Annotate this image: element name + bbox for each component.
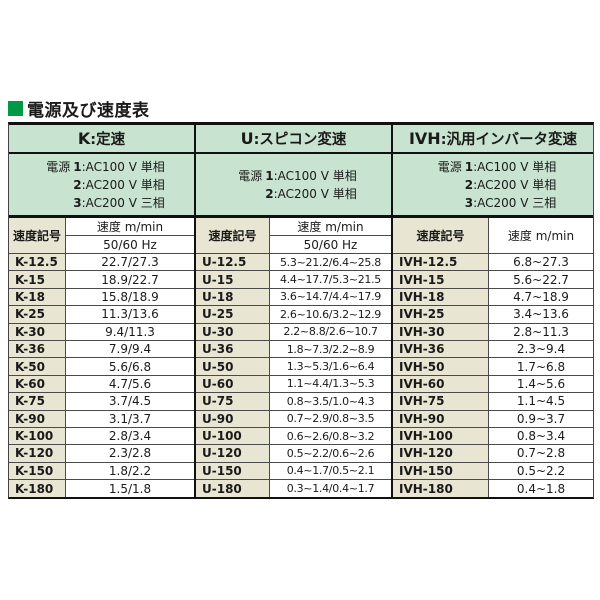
table-k-header: K:定速	[9, 125, 194, 154]
table-u: U:スピコン変速 電源 1:AC100 V 単相 2:AC200 V 単相 速度記…	[194, 125, 391, 498]
table-row: U-60 1.1~4.4/1.3~5.3	[196, 375, 391, 394]
table-ivh-code-letter: IVH	[408, 129, 441, 148]
section-title: 電源及び速度表	[8, 96, 150, 121]
table-row: IVH-36 2.3~9.4	[393, 340, 593, 359]
table-k-column-headers: 速度記号 速度 m/min 50/60 Hz	[9, 218, 194, 254]
table-u-type-label: :スピコン変速	[253, 132, 347, 148]
table-row: IVH-18 4.7~18.9	[393, 288, 593, 307]
table-k: K:定速 電源 1:AC100 V 単相 2:AC200 V 単相 3:AC200…	[9, 125, 194, 498]
table-ivh-power-info: 電源 1:AC100 V 単相 2:AC200 V 単相 3:AC200 V 三相	[393, 154, 593, 218]
table-row: K-100 2.8/3.4	[9, 427, 194, 446]
table-row: U-120 0.5~2.2/0.6~2.6	[196, 445, 391, 463]
table-ivh: IVH:汎用インバータ変速 電源 1:AC100 V 単相 2:AC200 V 単…	[391, 125, 593, 498]
table-row: IVH-25 3.4~13.6	[393, 306, 593, 324]
table-ivh-header: IVH:汎用インバータ変速	[393, 125, 593, 154]
power-line: 電源 1:AC100 V 単相	[437, 159, 557, 174]
section-title-text: 電源及び速度表	[27, 101, 150, 121]
table-row: U-12.5 5.3~21.2/6.4~25.8	[196, 254, 391, 272]
table-row: U-25 2.6~10.6/3.2~12.9	[196, 306, 391, 324]
col-header-speed-code: 速度記号	[393, 218, 489, 253]
table-row: IVH-50 1.7~6.8	[393, 358, 593, 376]
power-line: 2:AC200 V 単相	[464, 177, 557, 192]
table-row: U-15 4.4~17.7/5.3~21.5	[196, 271, 391, 289]
col-header-hz: 50/60 Hz	[103, 237, 157, 252]
table-row: IVH-60 1.4~5.6	[393, 375, 593, 394]
table-row: IVH-100 0.8~3.4	[393, 427, 593, 446]
table-k-power-info: 電源 1:AC100 V 単相 2:AC200 V 単相 3:AC200 V 三相	[9, 154, 194, 218]
table-row: U-90 0.7~2.9/0.8~3.5	[196, 410, 391, 428]
power-line: 電源 1:AC100 V 単相	[238, 168, 357, 183]
table-row: K-60 4.7/5.6	[9, 375, 194, 394]
table-row: K-36 7.9/9.4	[9, 340, 194, 359]
table-row: IVH-12.5 6.8~27.3	[393, 254, 593, 272]
power-speed-table: K:定速 電源 1:AC100 V 単相 2:AC200 V 単相 3:AC200…	[8, 122, 594, 500]
table-row: IVH-75 1.1~4.5	[393, 393, 593, 411]
table-row: U-75 0.8~3.5/1.0~4.3	[196, 393, 391, 411]
table-row: U-36 1.8~7.3/2.2~8.9	[196, 340, 391, 359]
table-k-code-letter: K	[77, 129, 91, 148]
table-u-header: U:スピコン変速	[196, 125, 391, 154]
table-row: U-18 3.6~14.7/4.4~17.9	[196, 288, 391, 307]
table-row: K-90 3.1/3.7	[9, 410, 194, 428]
table-row: IVH-120 0.7~2.8	[393, 445, 593, 463]
power-line: 2:AC200 V 単相	[73, 177, 165, 192]
table-u-column-headers: 速度記号 速度 m/min 50/60 Hz	[196, 218, 391, 254]
col-header-hz: 50/60 Hz	[303, 237, 358, 252]
table-row: K-15 18.9/22.7	[9, 271, 194, 289]
table-row: K-75 3.7/4.5	[9, 393, 194, 411]
table-row: U-30 2.2~8.8/2.6~10.7	[196, 323, 391, 341]
table-row: K-120 2.3/2.8	[9, 445, 194, 463]
power-line: 電源 1:AC100 V 単相	[46, 159, 165, 174]
table-row: K-18 15.8/18.9	[9, 288, 194, 307]
table-row: K-50 5.6/6.8	[9, 358, 194, 376]
table-row: IVH-150 0.5~2.2	[393, 462, 593, 481]
table-row: IVH-15 5.6~22.7	[393, 271, 593, 289]
table-ivh-column-headers: 速度記号 速度 m/min	[393, 218, 593, 254]
table-row: U-150 0.4~1.7/0.5~2.1	[196, 462, 391, 481]
table-row: K-25 11.3/13.6	[9, 306, 194, 324]
table-row: IVH-180 0.4~1.8	[393, 480, 593, 498]
table-row: IVH-90 0.9~3.7	[393, 410, 593, 428]
power-line: 3:AC200 V 三相	[464, 195, 557, 210]
table-row: U-50 1.3~5.3/1.6~6.4	[196, 358, 391, 376]
col-header-speed-code: 速度記号	[196, 218, 270, 253]
table-u-code-letter: U	[240, 129, 254, 148]
power-line: 3:AC200 V 三相	[73, 195, 165, 210]
col-header-speed: 速度 m/min	[270, 218, 391, 236]
table-row: K-12.5 22.7/27.3	[9, 254, 194, 272]
section-marker-icon	[8, 101, 23, 116]
table-u-power-info: 電源 1:AC100 V 単相 2:AC200 V 単相	[196, 154, 391, 218]
table-row: IVH-30 2.8~11.3	[393, 323, 593, 341]
table-row: K-30 9.4/11.3	[9, 323, 194, 341]
col-header-speed: 速度 m/min	[507, 229, 575, 243]
table-row: K-150 1.8/2.2	[9, 462, 194, 481]
table-row: U-180 0.3~1.4/0.4~1.7	[196, 480, 391, 498]
table-row: U-100 0.6~2.6/0.8~3.2	[196, 427, 391, 446]
table-ivh-type-label: :汎用インバータ変速	[440, 132, 578, 148]
power-line: 2:AC200 V 単相	[265, 186, 357, 201]
col-header-speed-code: 速度記号	[9, 218, 66, 253]
table-row: K-180 1.5/1.8	[9, 480, 194, 498]
col-header-speed: 速度 m/min	[66, 218, 194, 236]
table-k-type-label: :定速	[90, 132, 126, 148]
